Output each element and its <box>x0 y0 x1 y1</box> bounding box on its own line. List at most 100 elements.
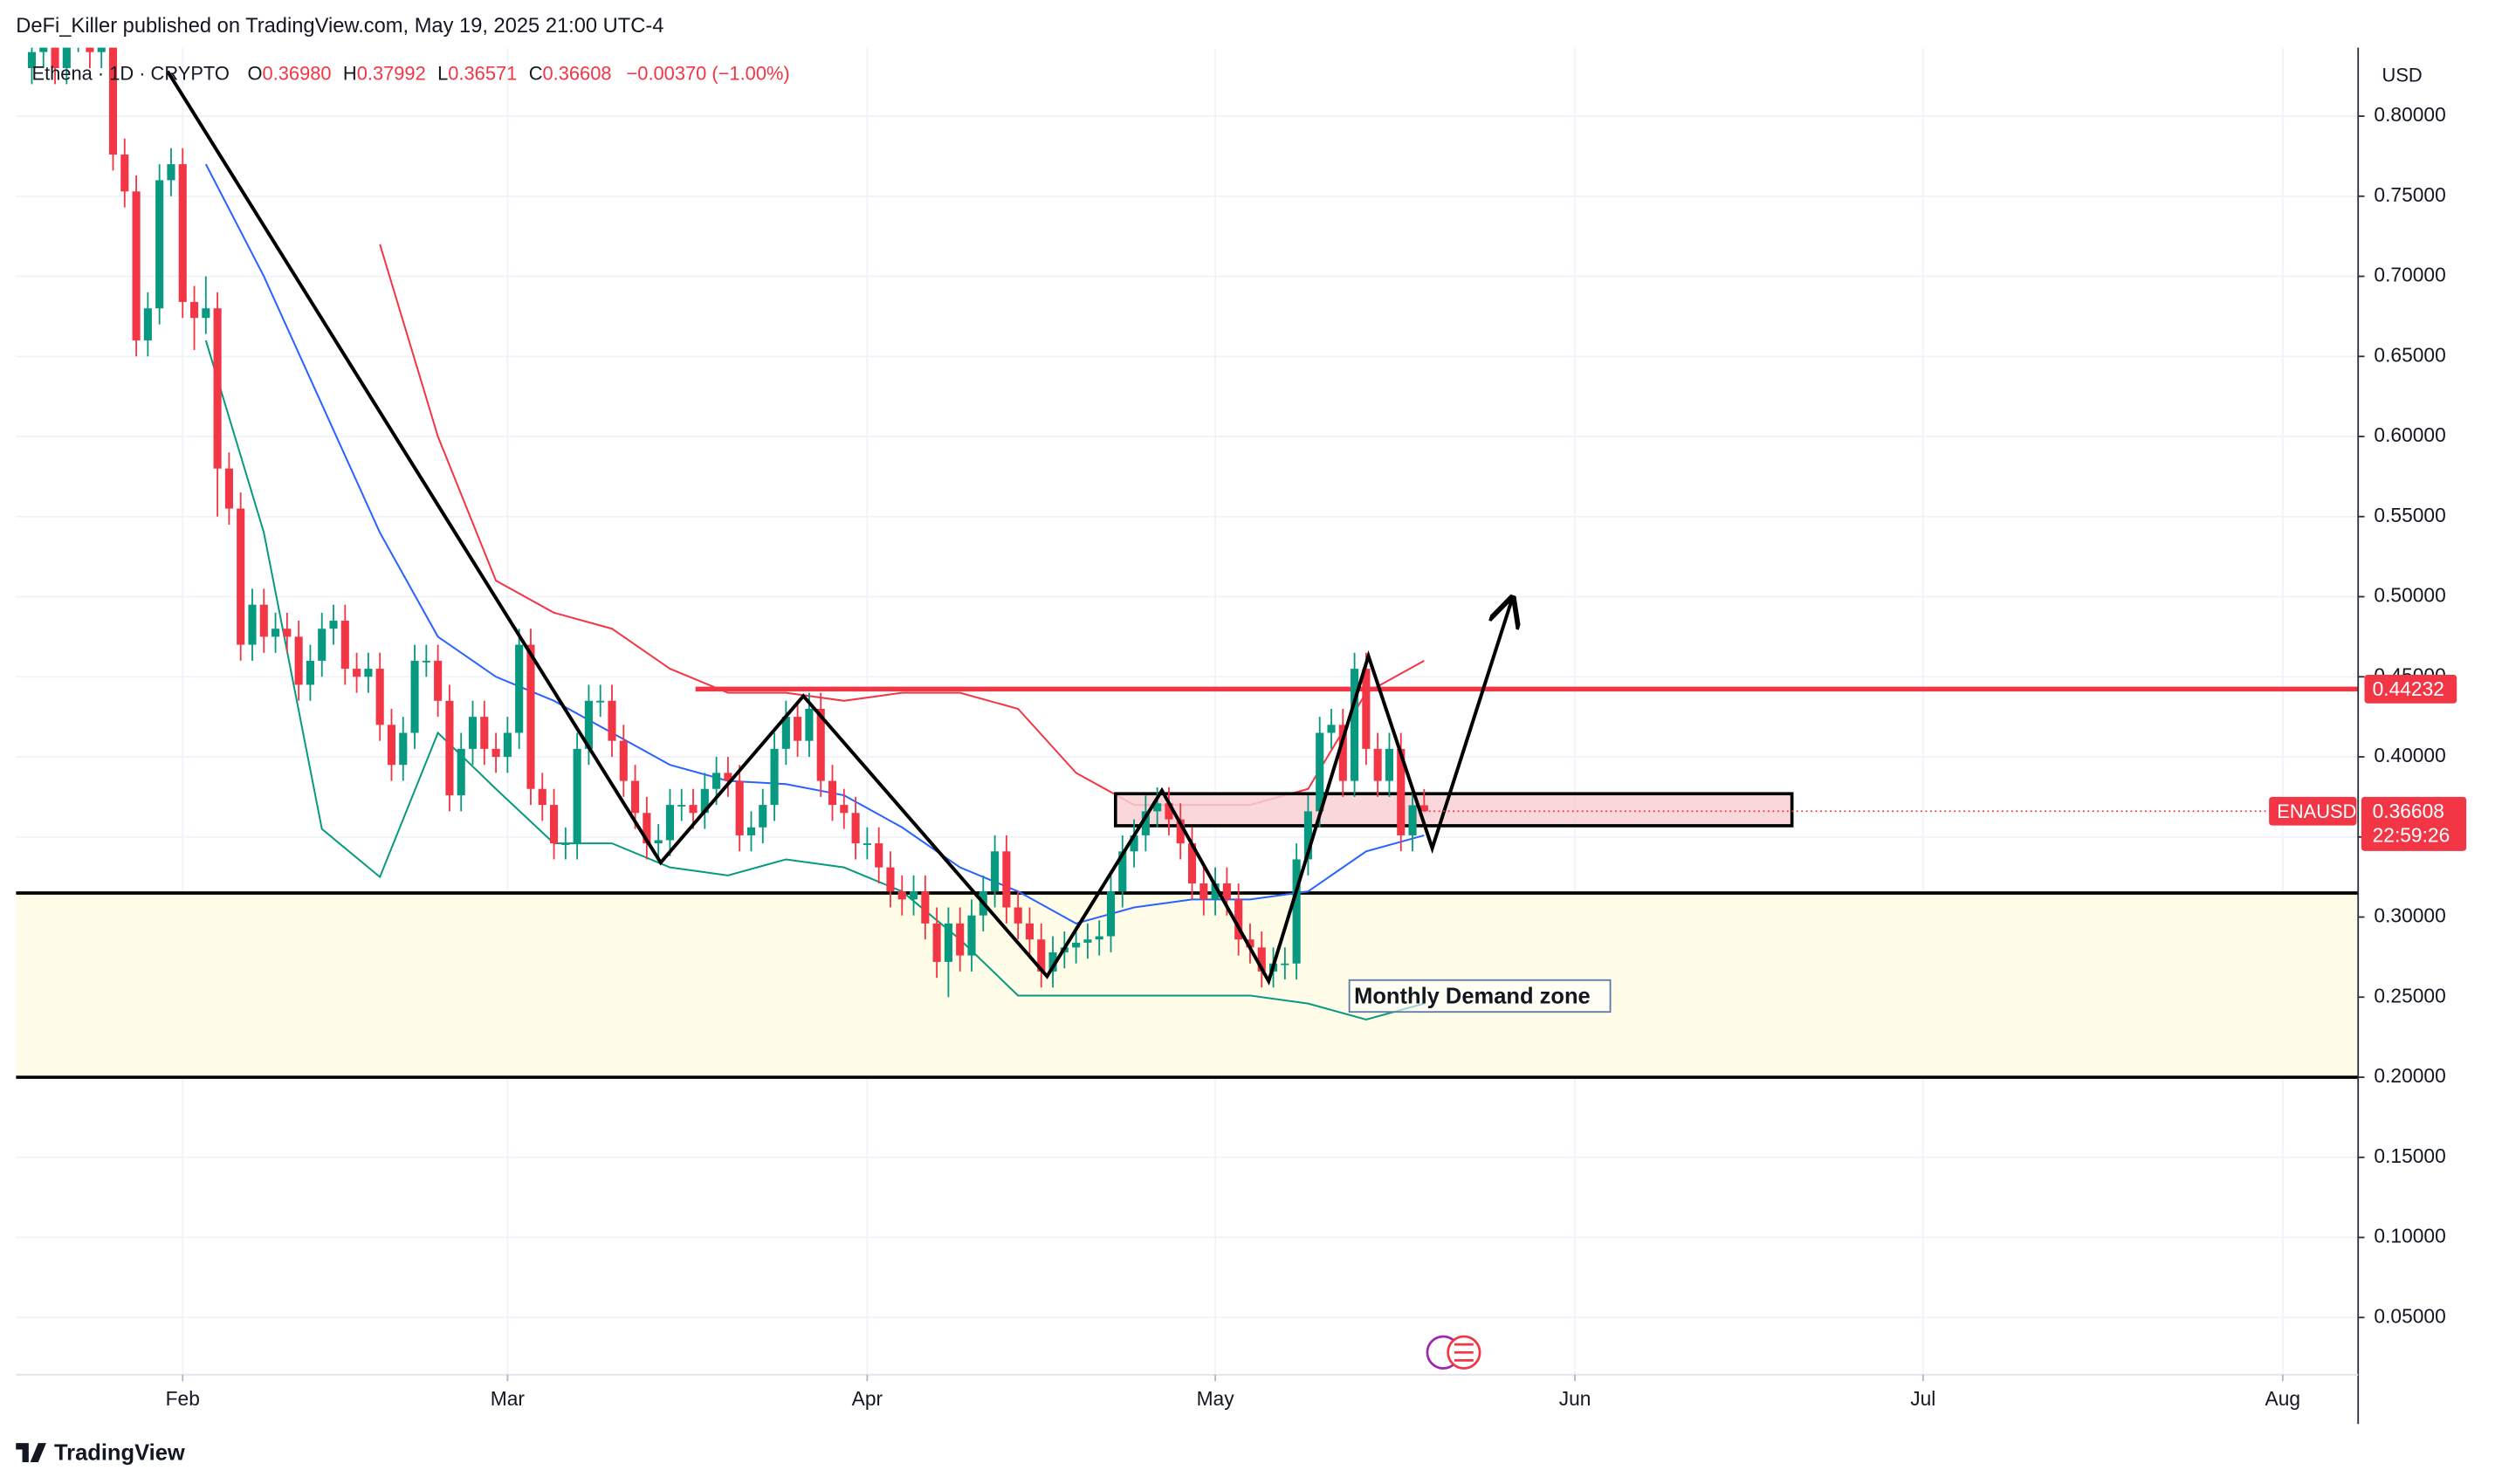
candle-body <box>515 644 524 733</box>
candle-body <box>329 621 338 629</box>
x-tick-label: Feb <box>166 1387 200 1410</box>
candle-body <box>1408 805 1417 835</box>
candle-body <box>643 813 651 844</box>
candle-body <box>283 629 292 637</box>
ohlc-key: O <box>248 62 263 84</box>
candle-body <box>956 923 965 956</box>
candle-body <box>654 840 663 844</box>
candle-body <box>491 748 500 758</box>
candle-body <box>120 155 129 192</box>
candle-body <box>62 47 71 68</box>
candle-body <box>1106 891 1116 937</box>
ohlc-value: 0.36980 <box>263 62 332 84</box>
logo-shape <box>16 1443 46 1463</box>
price-tag <box>2364 674 2457 704</box>
candle-body <box>1095 936 1103 940</box>
candle-body <box>724 773 732 781</box>
candle-body <box>538 788 546 806</box>
x-tick-label: Mar <box>491 1387 526 1410</box>
demand-zone <box>16 893 2359 1078</box>
symbol: Ethena · 1D · CRYPTO <box>31 62 229 84</box>
x-tick-label: Jul <box>1910 1387 1935 1410</box>
candle-body <box>143 308 152 340</box>
candle-body <box>86 47 94 52</box>
ohlc-key: L <box>437 62 448 84</box>
candle-body <box>1176 819 1185 844</box>
candle-body <box>97 47 106 52</box>
candle-body <box>1165 803 1173 820</box>
y-tick-label: 0.05000 <box>2374 1304 2445 1327</box>
candle-body <box>1072 942 1081 948</box>
candle-body <box>596 700 605 703</box>
candle-body <box>851 813 860 844</box>
axes: 0.05000 0.10000 0.15000 0.20000 0.25000 0.300… <box>166 103 2446 1410</box>
ohlc-key: C <box>529 62 543 84</box>
candle-body <box>1014 907 1022 924</box>
candle-body <box>735 780 744 835</box>
candle-body <box>399 732 408 766</box>
candle-body <box>805 708 814 741</box>
candle-body <box>457 748 465 796</box>
candle-body <box>1419 805 1428 812</box>
ohlc-value: 0.37992 <box>357 62 426 84</box>
y-tick-label: 0.15000 <box>2374 1144 2445 1167</box>
publisher-line: DeFi_Killer published on TradingView.com… <box>16 15 663 38</box>
candle-body <box>375 669 384 725</box>
y-tick-label: 0.55000 <box>2374 504 2445 526</box>
currency: USD <box>2382 64 2423 86</box>
ohlc-key: H <box>343 62 357 84</box>
candle-body <box>1002 851 1011 908</box>
candle-body <box>828 780 837 806</box>
legend-line: Ethena · 1D · CRYPTO O0.36980 H0.37992 L… <box>31 62 789 84</box>
candle-body <box>746 827 756 835</box>
y-tick-label: 0.60000 <box>2374 423 2445 446</box>
candle-body <box>944 923 952 962</box>
candle-body <box>619 740 628 781</box>
candle-body <box>700 788 709 814</box>
x-tick-label: Jun <box>1559 1387 1591 1410</box>
candle-body <box>967 915 976 956</box>
candle-body <box>167 164 175 181</box>
candle-body <box>1257 947 1266 972</box>
candle-body <box>1303 811 1312 860</box>
candle-body <box>1397 748 1406 835</box>
candle-body <box>248 604 257 645</box>
candle-body <box>39 47 48 52</box>
y-tick-label: 0.50000 <box>2374 584 2445 607</box>
candle-body <box>306 660 314 685</box>
candle-body <box>237 508 245 645</box>
ohlc-value: 0.36608 <box>542 62 611 84</box>
candle-body <box>364 669 373 677</box>
price-tag-label: 0.44232 <box>2373 677 2444 700</box>
candle-body <box>677 805 686 807</box>
candle-body <box>51 47 59 68</box>
candle-body <box>1118 851 1127 892</box>
y-tick-label: 0.30000 <box>2374 904 2445 927</box>
candle-body <box>27 52 37 68</box>
candle-body <box>1141 811 1150 835</box>
candle-body <box>503 732 512 758</box>
candle-body <box>1153 803 1162 812</box>
candle-body <box>224 468 233 509</box>
candle-body <box>1373 748 1382 781</box>
event-icon <box>1426 1335 1481 1370</box>
candle-body <box>863 843 871 845</box>
candle-body <box>271 629 280 637</box>
candle-body <box>155 180 164 309</box>
candle-body <box>1316 732 1324 812</box>
last-price-tag <box>2361 796 2467 851</box>
candle-body <box>1385 748 1394 781</box>
candle-body <box>781 717 790 749</box>
candle-body <box>573 748 581 844</box>
candle-body <box>340 621 349 670</box>
candle-body <box>445 700 454 796</box>
candle-body <box>434 660 443 701</box>
candle-body <box>410 660 419 733</box>
x-tick-label: Apr <box>852 1387 883 1410</box>
candle-body <box>1327 725 1336 733</box>
candle-body <box>422 660 430 663</box>
candle-body <box>1187 843 1197 883</box>
candle-body <box>561 843 570 845</box>
